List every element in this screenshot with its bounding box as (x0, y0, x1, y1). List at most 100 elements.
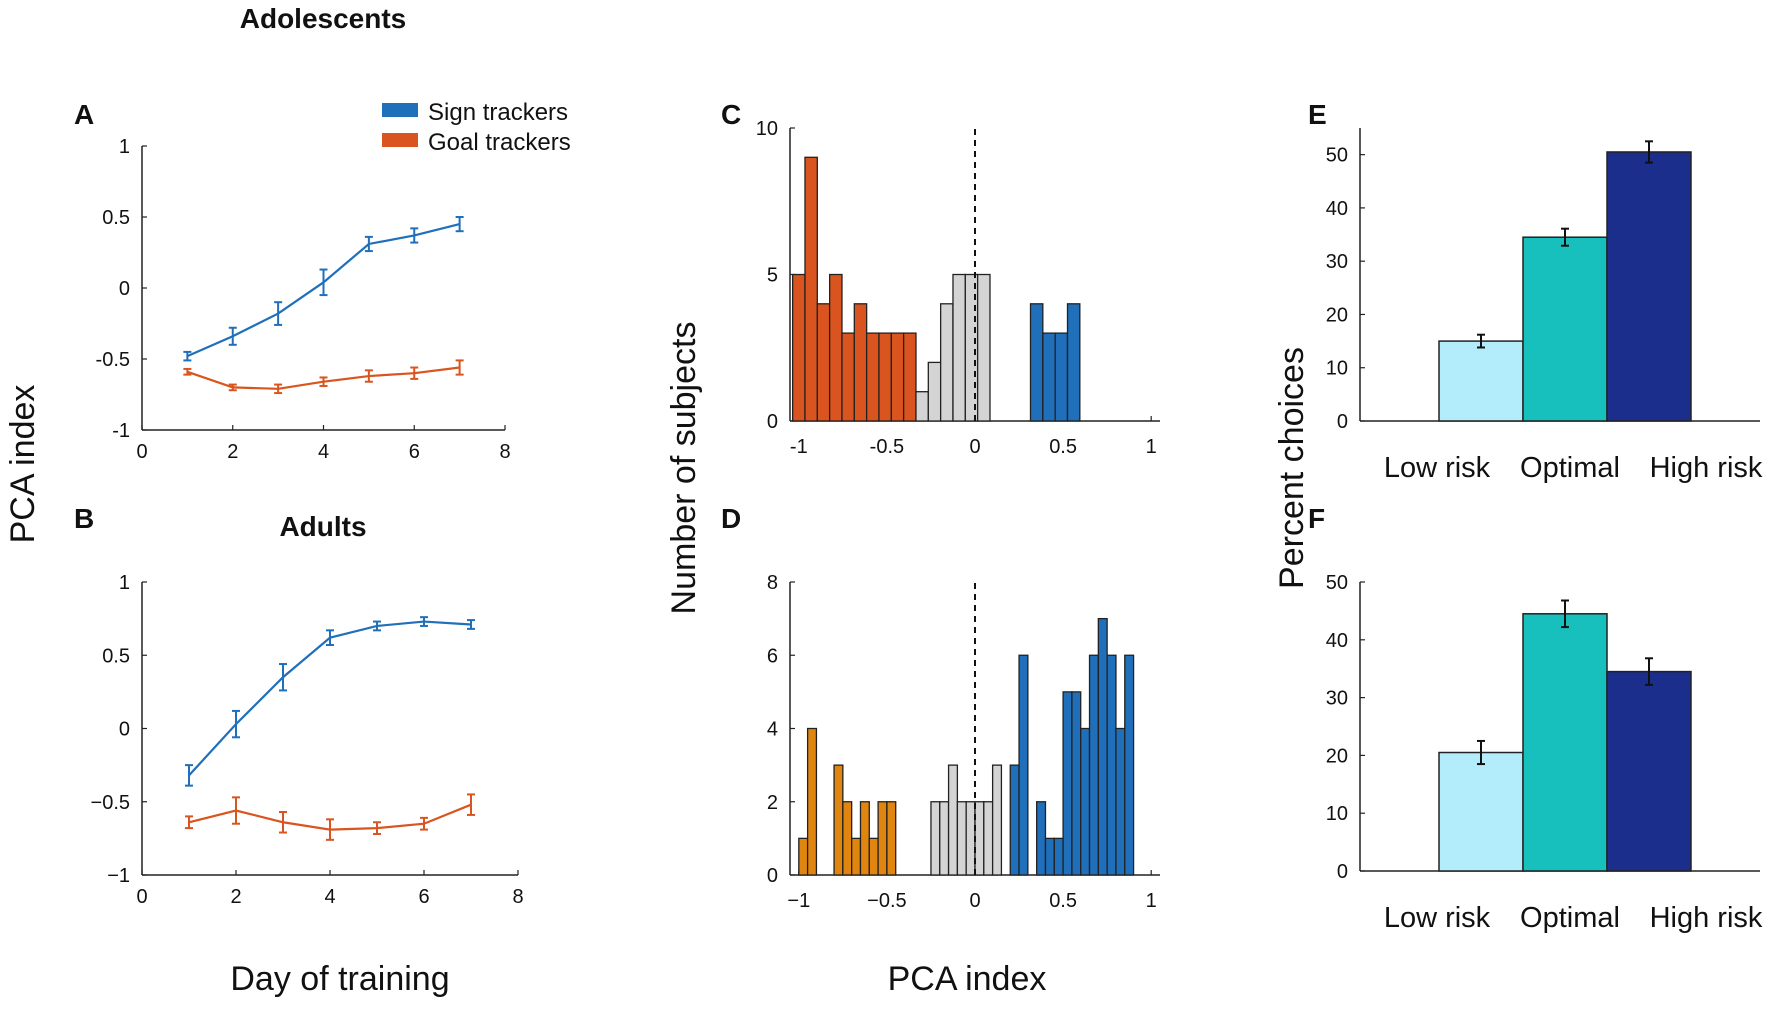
legend-label-sign: Sign trackers (428, 99, 568, 126)
panel-a-line-chart: 0 2 4 6 8 -1 -0.5 0 0.5 1 (96, 136, 511, 463)
histogram-bar-intermediate (927, 361, 942, 422)
x-tick-label: 8 (512, 886, 523, 908)
x-tick-label: 6 (409, 441, 420, 463)
x-tick-label: 6 (418, 886, 429, 908)
ylabel-percent-choices: Percent choices (1273, 347, 1311, 589)
y-tick-label: 0 (767, 865, 778, 887)
histogram-bar-intermediate (965, 801, 976, 876)
y-tick-label: 0 (767, 411, 778, 433)
x-tick-label: −1 (787, 890, 810, 912)
y-tick-label: 20 (1326, 745, 1348, 767)
histogram-bar-intermediate (939, 303, 954, 422)
y-tick-label: −0.5 (91, 792, 130, 814)
y-tick-label: 1 (119, 572, 130, 594)
y-tick-label: 4 (767, 719, 778, 741)
x-tick-label: 2 (227, 441, 238, 463)
x-tick-label: 2 (230, 886, 241, 908)
y-tick-label: 10 (756, 118, 778, 140)
y-tick-label: 50 (1326, 145, 1348, 167)
histogram-bar-sign (1124, 654, 1135, 876)
histogram-bar-intermediate (956, 801, 967, 876)
histogram-bar-sign (1071, 691, 1082, 876)
y-tick-label: 8 (767, 572, 778, 594)
histogram-bar-sign (1106, 654, 1117, 876)
panel-f-bar-chart: 0 10 20 30 40 50 Low risk Optimal High risk (1326, 572, 1763, 934)
x-tick-label: −0.5 (867, 890, 906, 912)
x-tick-label: 0 (969, 890, 980, 912)
histogram-bar-goal_adult_hist (833, 764, 844, 876)
histogram-bar-intermediate (976, 273, 991, 422)
legend-swatch-goal (382, 133, 418, 147)
histogram-bar-goal_adult_hist (868, 837, 879, 876)
y-tick-label: 5 (767, 265, 778, 287)
histogram-bar-intermediate (915, 391, 929, 422)
y-tick-label: 0 (119, 278, 130, 300)
y-tick-label: 40 (1326, 630, 1348, 652)
histogram-bar-sign (1044, 837, 1055, 876)
panel-b-line-chart: 0 2 4 6 8 −1 −0.5 0 0.5 1 (91, 572, 524, 908)
histogram-bar-sign (1088, 654, 1099, 876)
title-adults: Adults (279, 511, 366, 542)
histogram-bar-goal (853, 303, 868, 422)
histogram-bar-sign (1054, 332, 1069, 422)
y-tick-label: -1 (112, 420, 130, 442)
category-label-optimal: Optimal (1520, 902, 1620, 934)
histogram-bar-goal_adult_hist (851, 837, 862, 876)
panel-label-b: B (74, 503, 94, 534)
x-tick-label: -1 (790, 436, 808, 458)
y-tick-label: 0 (119, 719, 130, 741)
y-tick-label: 30 (1326, 688, 1348, 710)
histogram-bar-intermediate (952, 273, 966, 422)
legend: Sign trackers Goal trackers (382, 99, 571, 156)
y-tick-label: -0.5 (96, 349, 130, 371)
x-tick-label: 0.5 (1049, 436, 1077, 458)
histogram-bar-intermediate (991, 764, 1003, 876)
histogram-bar-goal (865, 332, 880, 422)
high-risk-bar (1606, 151, 1692, 422)
category-label-high-risk: High risk (1650, 902, 1763, 934)
histogram-bar-sign (1080, 727, 1091, 876)
y-tick-label: 30 (1326, 251, 1348, 273)
x-tick-label: 0.5 (1049, 890, 1077, 912)
histogram-bar-goal_adult_hist (859, 801, 870, 876)
histogram-bar-goal (791, 273, 806, 422)
ylabel-number-of-subjects: Number of subjects (665, 322, 703, 615)
x-tick-label: 8 (499, 441, 510, 463)
histogram-bar-sign (1066, 303, 1081, 422)
optimal-bar (1522, 613, 1608, 872)
x-tick-label: 0 (136, 886, 147, 908)
panel-label-c: C (721, 99, 741, 130)
histogram-bar-sign (1053, 837, 1064, 876)
y-tick-label: 0.5 (102, 645, 130, 667)
y-tick-label: 2 (767, 792, 778, 814)
histogram-bar-goal (878, 332, 892, 422)
panel-e-bar-chart: 0 10 20 30 40 50 Low risk Optimal High risk (1326, 128, 1763, 484)
xlabel-day-of-training: Day of training (230, 960, 449, 998)
y-tick-label: 0 (1337, 411, 1348, 433)
y-tick-label: 1 (119, 136, 130, 158)
x-tick-label: 1 (1146, 890, 1157, 912)
x-tick-label: 1 (1146, 436, 1157, 458)
histogram-bar-sign (1115, 727, 1126, 876)
y-tick-label: 40 (1326, 198, 1348, 220)
histogram-bar-goal (841, 332, 855, 422)
histogram-bar-goal (902, 332, 917, 422)
high-risk-bar (1606, 670, 1692, 872)
y-tick-label: 0 (1337, 861, 1348, 883)
x-tick-label: 4 (318, 441, 329, 463)
histogram-bar-goal (816, 303, 831, 422)
y-tick-label: 20 (1326, 304, 1348, 326)
ylabel-pca-index: PCA index (4, 385, 42, 544)
y-tick-label: 10 (1326, 803, 1348, 825)
x-tick-label: 0 (969, 436, 980, 458)
histogram-bar-sign (1009, 764, 1020, 876)
category-label-low-risk: Low risk (1384, 902, 1491, 934)
histogram-bar-goal_adult_hist (886, 801, 897, 876)
histogram-bar-goal (890, 332, 905, 422)
histogram-bar-sign (1029, 303, 1044, 422)
panel-label-d: D (721, 503, 741, 534)
category-label-high-risk: High risk (1650, 452, 1763, 484)
histogram-bar-sign (1062, 691, 1073, 876)
